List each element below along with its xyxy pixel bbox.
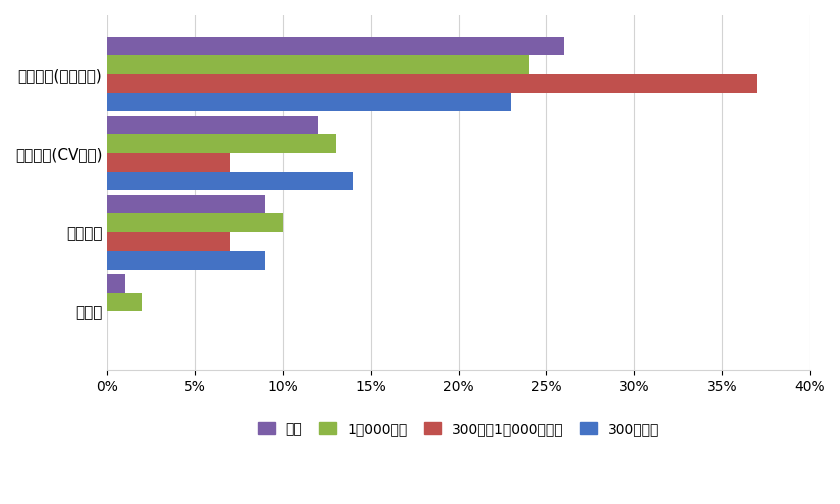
Bar	[108, 153, 230, 172]
Bar	[108, 195, 265, 214]
Legend: 全体, 1，000人～, 300人～1，000人未満, 300人未満: 全体, 1，000人～, 300人～1，000人未満, 300人未満	[252, 416, 664, 442]
Bar	[108, 251, 265, 270]
Bar	[108, 232, 230, 251]
Bar	[108, 274, 125, 293]
Bar	[108, 93, 512, 111]
Bar	[108, 37, 564, 55]
Bar	[108, 214, 283, 232]
Bar	[108, 293, 143, 311]
Bar	[108, 135, 336, 153]
Bar	[108, 55, 528, 74]
Bar	[108, 74, 757, 93]
Bar	[108, 172, 353, 191]
Bar	[108, 116, 318, 135]
